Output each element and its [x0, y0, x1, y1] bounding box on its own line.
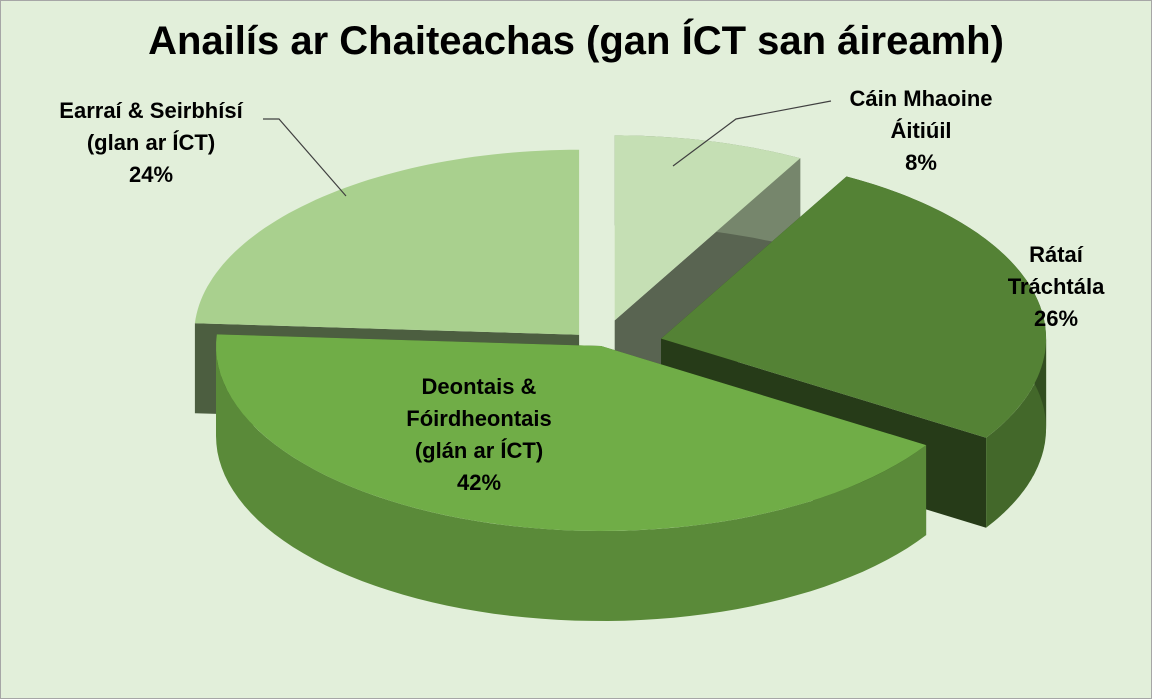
- label-value: 26%: [1033, 306, 1079, 331]
- label-category: Earraí & Seirbhísí (glan ar ÍCT): [59, 98, 243, 155]
- slice-wall: [986, 338, 1047, 528]
- data-label: Deontais & Fóirdheontais (glán ar ÍCT) 42…: [406, 371, 551, 499]
- chart-title: Anailís ar Chaiteachas (gan ÍCT san áire…: [148, 19, 1004, 63]
- leader-line: [672, 100, 832, 167]
- slice: [661, 176, 1046, 438]
- label-category: Deontais & Fóirdheontais (glán ar ÍCT): [406, 374, 552, 463]
- slices: [194, 135, 1047, 621]
- leader-line: [263, 118, 347, 197]
- label-category: Rátaí Tráchtála: [1007, 242, 1105, 299]
- slice: [614, 135, 801, 321]
- label-value: 42%: [456, 470, 502, 495]
- slice: [194, 149, 580, 335]
- label-value: 8%: [905, 150, 937, 175]
- label-category: Cáin Mhaoine Áitiúil: [849, 86, 993, 143]
- slice: [216, 334, 927, 531]
- data-label: Rátaí Tráchtála 26%: [1008, 239, 1105, 335]
- slice-wall: [216, 346, 927, 621]
- data-label: Cáin Mhaoine Áitiúil 8%: [849, 83, 992, 179]
- label-value: 24%: [128, 162, 174, 187]
- data-label: Earraí & Seirbhísí (glan ar ÍCT) 24%: [59, 95, 242, 191]
